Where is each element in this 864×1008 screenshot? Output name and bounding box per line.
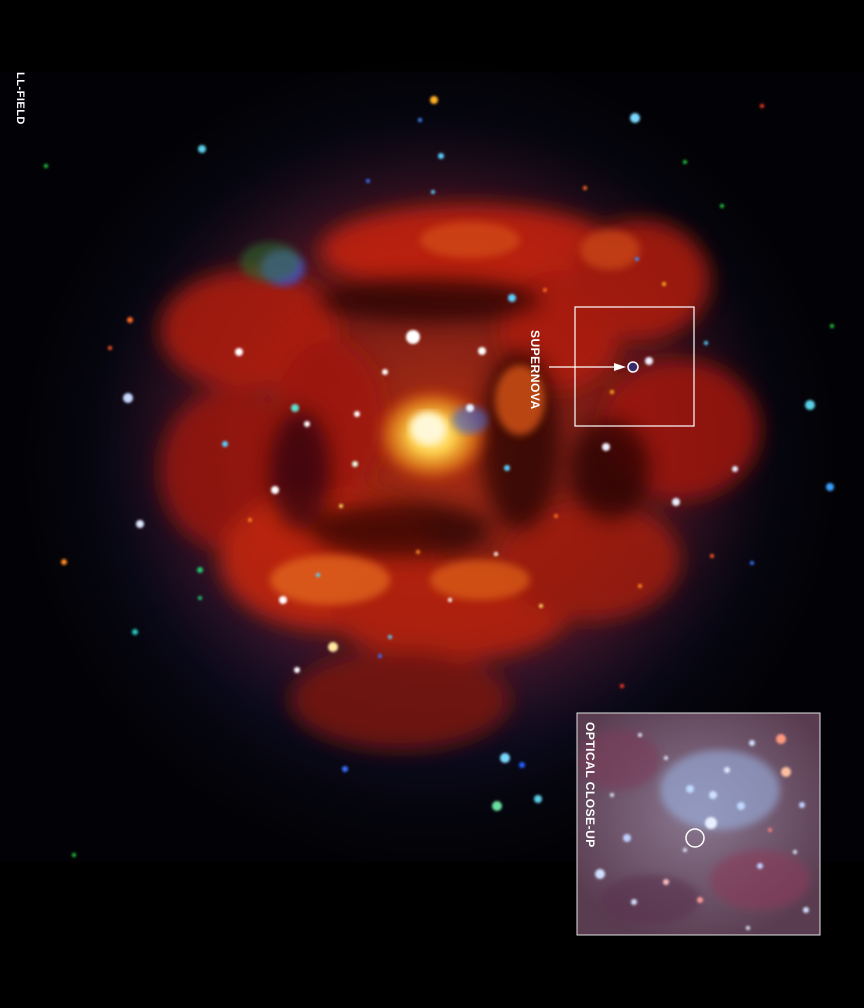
- optical-inset: [577, 713, 820, 935]
- supernova-label: SUPERNOVA: [528, 330, 542, 410]
- blue-nebula: [240, 242, 305, 286]
- supernova-region: [549, 306, 695, 427]
- spiral-arms: [100, 120, 780, 760]
- field-label: LL-FIELD: [14, 72, 26, 125]
- arrow-head: [614, 363, 626, 371]
- xray-point-sources: [44, 96, 834, 857]
- supernova-marker: [627, 361, 639, 373]
- optical-closeup-label: OPTICAL CLOSE-UP: [583, 722, 597, 848]
- inset-supernova-marker: [685, 828, 705, 848]
- galaxy-core: [372, 385, 492, 485]
